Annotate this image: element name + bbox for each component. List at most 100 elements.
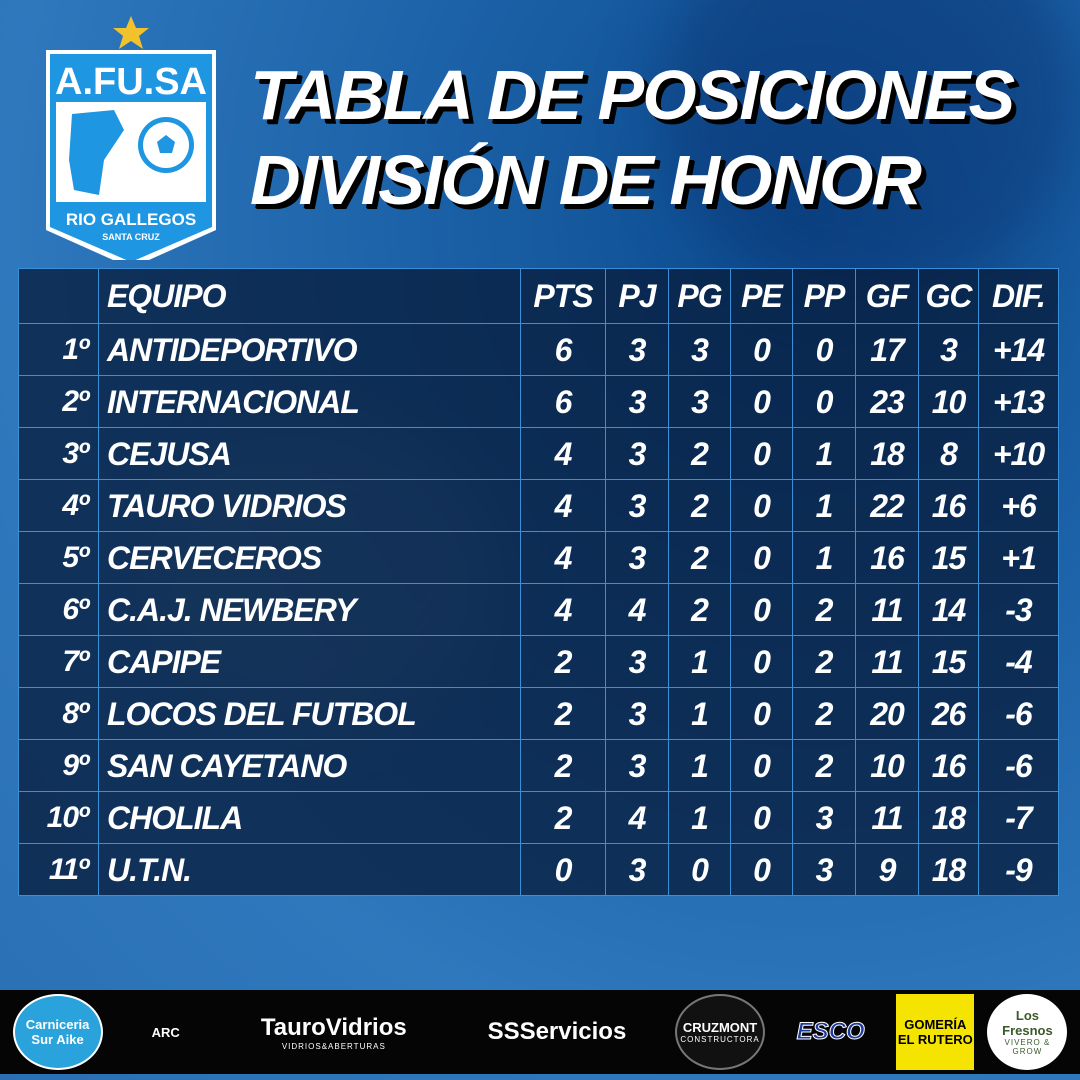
page-title-line2: DIVISIÓN DE HONOR xyxy=(250,141,922,219)
table-row: 6º C.A.J. NEWBERY 4 4 2 0 2 11 14 -3 xyxy=(18,583,1059,636)
stat-cell: 11 xyxy=(855,583,919,636)
rank-cell: 8º xyxy=(18,687,99,740)
stat-cell: 0 xyxy=(730,323,793,376)
column-header: PP xyxy=(792,268,856,324)
stat-cell: +13 xyxy=(978,375,1059,428)
stat-cell: 3 xyxy=(668,375,731,428)
stat-cell: 3 xyxy=(605,687,669,740)
sponsor-name: ESCO xyxy=(796,1018,865,1046)
stat-cell: 17 xyxy=(855,323,919,376)
stat-cell: 0 xyxy=(730,583,793,636)
stat-cell: 1 xyxy=(668,739,731,792)
stat-cell: 6 xyxy=(520,375,606,428)
sponsor-name: TauroVidrios xyxy=(260,1013,407,1041)
stat-cell: 23 xyxy=(855,375,919,428)
stat-cell: 0 xyxy=(668,843,731,896)
table-row: 4º TAURO VIDRIOS 4 3 2 0 1 22 16 +6 xyxy=(18,479,1059,532)
stat-cell: 0 xyxy=(730,843,793,896)
stat-cell: 4 xyxy=(520,427,606,480)
team-name: U.T.N. xyxy=(98,843,521,896)
stat-cell: 3 xyxy=(605,427,669,480)
stat-cell: 16 xyxy=(918,479,979,532)
stat-cell: 1 xyxy=(792,479,856,532)
stat-cell: 11 xyxy=(855,791,919,844)
table-row: 5º CERVECEROS 4 3 2 0 1 16 15 +1 xyxy=(18,531,1059,584)
stat-cell: 3 xyxy=(605,323,669,376)
stat-cell: 2 xyxy=(668,531,731,584)
stat-cell: 1 xyxy=(668,687,731,740)
stat-cell: 20 xyxy=(855,687,919,740)
column-header: GC xyxy=(918,268,979,324)
stat-cell: 3 xyxy=(605,843,669,896)
stat-cell: 2 xyxy=(520,635,606,688)
sponsor-logo: CRUZMONT CONSTRUCTORA xyxy=(675,994,766,1070)
stat-cell: 4 xyxy=(520,583,606,636)
stat-cell: +10 xyxy=(978,427,1059,480)
stat-cell: +6 xyxy=(978,479,1059,532)
stat-cell: 2 xyxy=(520,791,606,844)
stat-cell: 3 xyxy=(605,739,669,792)
stat-cell: 9 xyxy=(855,843,919,896)
stat-cell: 2 xyxy=(520,739,606,792)
stat-cell: 3 xyxy=(605,531,669,584)
column-header: GF xyxy=(855,268,919,324)
stat-cell: 0 xyxy=(730,531,793,584)
rank-cell: 7º xyxy=(18,635,99,688)
column-header: PG xyxy=(668,268,731,324)
sponsor-logo: ESCO xyxy=(778,994,883,1070)
sponsor-name: ARC xyxy=(151,1024,180,1040)
stat-cell: 0 xyxy=(520,843,606,896)
stat-cell: 18 xyxy=(918,843,979,896)
sponsor-subtitle: CONSTRUCTORA xyxy=(680,1035,760,1044)
stat-cell: 0 xyxy=(730,687,793,740)
stat-cell: 0 xyxy=(730,375,793,428)
stat-cell: -6 xyxy=(978,739,1059,792)
stat-cell: 3 xyxy=(605,375,669,428)
sponsor-name: GOMERÍA EL RUTERO xyxy=(897,1017,973,1047)
stat-cell: 16 xyxy=(918,739,979,792)
stat-cell: 0 xyxy=(730,791,793,844)
stat-cell: -7 xyxy=(978,791,1059,844)
stat-cell: 2 xyxy=(792,687,856,740)
team-name: CEJUSA xyxy=(98,427,521,480)
table-row: 7º CAPIPE 2 3 1 0 2 11 15 -4 xyxy=(18,635,1059,688)
stat-cell: 11 xyxy=(855,635,919,688)
team-name: SAN CAYETANO xyxy=(98,739,521,792)
sponsor-logo: TauroVidrios VIDRIOS&ABERTURAS xyxy=(229,994,439,1070)
column-header: DIF. xyxy=(978,268,1059,324)
sponsor-name: Carniceria Sur Aike xyxy=(25,1017,90,1047)
rank-cell: 2º xyxy=(18,375,99,428)
stat-cell: +1 xyxy=(978,531,1059,584)
stat-cell: 2 xyxy=(792,739,856,792)
sponsor-logo: GOMERÍA EL RUTERO xyxy=(896,994,975,1070)
table-row: 11º U.T.N. 0 3 0 0 3 9 18 -9 xyxy=(18,843,1059,896)
rank-cell: 4º xyxy=(18,479,99,532)
stat-cell: 0 xyxy=(730,739,793,792)
sponsor-name: CRUZMONT xyxy=(682,1020,758,1035)
stat-cell: 0 xyxy=(792,323,856,376)
stat-cell: 1 xyxy=(792,427,856,480)
stat-cell: 2 xyxy=(792,635,856,688)
svg-text:SANTA CRUZ: SANTA CRUZ xyxy=(102,232,160,242)
stat-cell: 10 xyxy=(855,739,919,792)
table-row: 1º ANTIDEPORTIVO 6 3 3 0 0 17 3 +14 xyxy=(18,323,1059,376)
team-name: C.A.J. NEWBERY xyxy=(98,583,521,636)
sponsor-logo: Los Fresnos VIVERO & GROW xyxy=(987,994,1068,1070)
stat-cell: 4 xyxy=(520,479,606,532)
sponsor-name: Los Fresnos xyxy=(1002,1008,1053,1038)
team-name: CHOLILA xyxy=(98,791,521,844)
stat-cell: -6 xyxy=(978,687,1059,740)
stat-cell: 1 xyxy=(792,531,856,584)
table-row: 9º SAN CAYETANO 2 3 1 0 2 10 16 -6 xyxy=(18,739,1059,792)
stat-cell: 16 xyxy=(855,531,919,584)
sponsor-logo: SSServicios xyxy=(452,994,662,1070)
stat-cell: 10 xyxy=(918,375,979,428)
table-row: 8º LOCOS DEL FUTBOL 2 3 1 0 2 20 26 -6 xyxy=(18,687,1059,740)
standings-table: EQUIPO PTS PJ PG PE PP GF GC DIF. 1º ANTIDEPORTIV… xyxy=(18,268,1059,896)
sponsor-subtitle: VIVERO & GROW xyxy=(1004,1038,1051,1056)
stat-cell: 1 xyxy=(668,791,731,844)
stat-cell: 3 xyxy=(605,479,669,532)
rank-cell: 3º xyxy=(18,427,99,480)
sponsor-logo: Carniceria Sur Aike xyxy=(12,994,103,1070)
column-header: PE xyxy=(730,268,793,324)
